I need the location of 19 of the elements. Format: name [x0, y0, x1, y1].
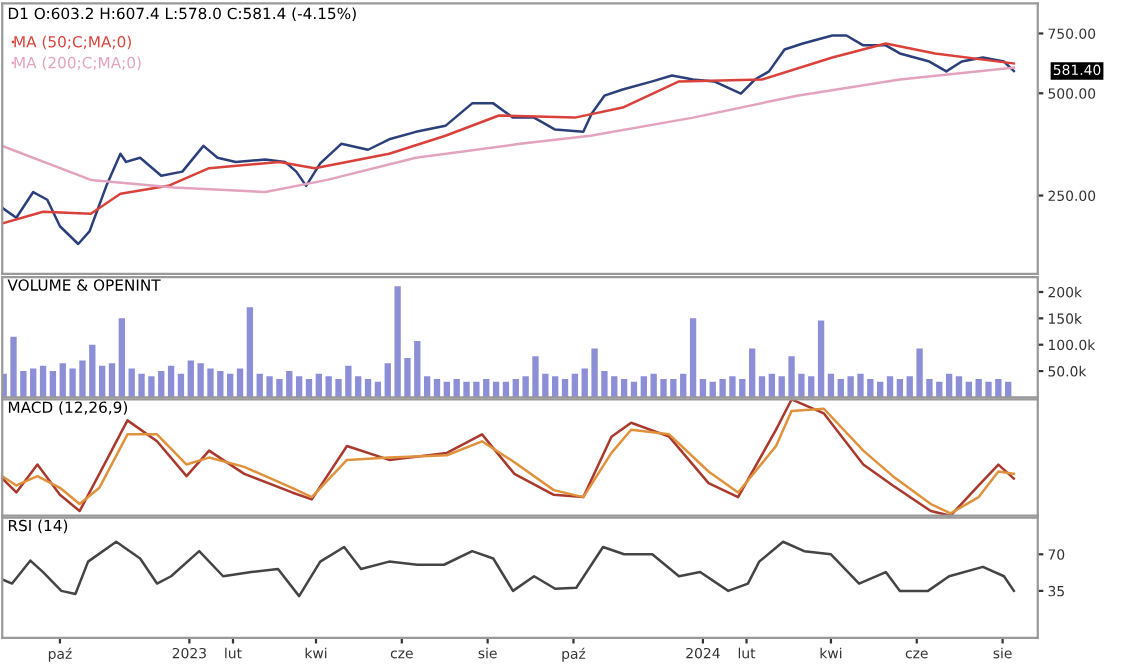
bar: [108, 363, 116, 398]
bar: [236, 368, 244, 398]
bar: [423, 376, 431, 398]
bar: [39, 365, 47, 398]
bar: [955, 376, 963, 398]
bar: [886, 376, 894, 398]
bar: [552, 376, 559, 398]
bar: [49, 371, 57, 398]
bar: [758, 376, 766, 398]
line-series: [2, 540, 1016, 598]
bar: [98, 365, 106, 398]
bar: [246, 307, 254, 398]
bar: [817, 320, 825, 398]
bar: [295, 376, 303, 398]
bar: [640, 376, 647, 398]
bar: [118, 318, 126, 398]
bar: [748, 348, 756, 398]
bar: [167, 365, 175, 398]
bar: [689, 318, 697, 398]
